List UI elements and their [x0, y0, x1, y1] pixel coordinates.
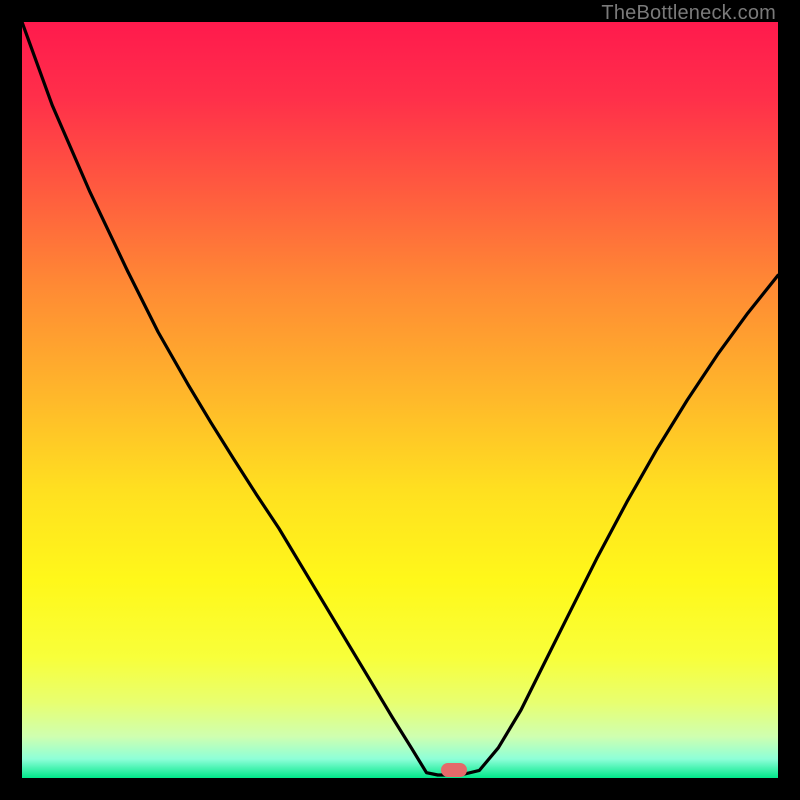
chart-container: TheBottleneck.com [0, 0, 800, 800]
watermark-text: TheBottleneck.com [601, 2, 776, 25]
optimum-marker [441, 763, 467, 777]
bottleneck-curve [22, 22, 778, 778]
plot-area [22, 22, 778, 778]
curve-path [22, 22, 778, 775]
